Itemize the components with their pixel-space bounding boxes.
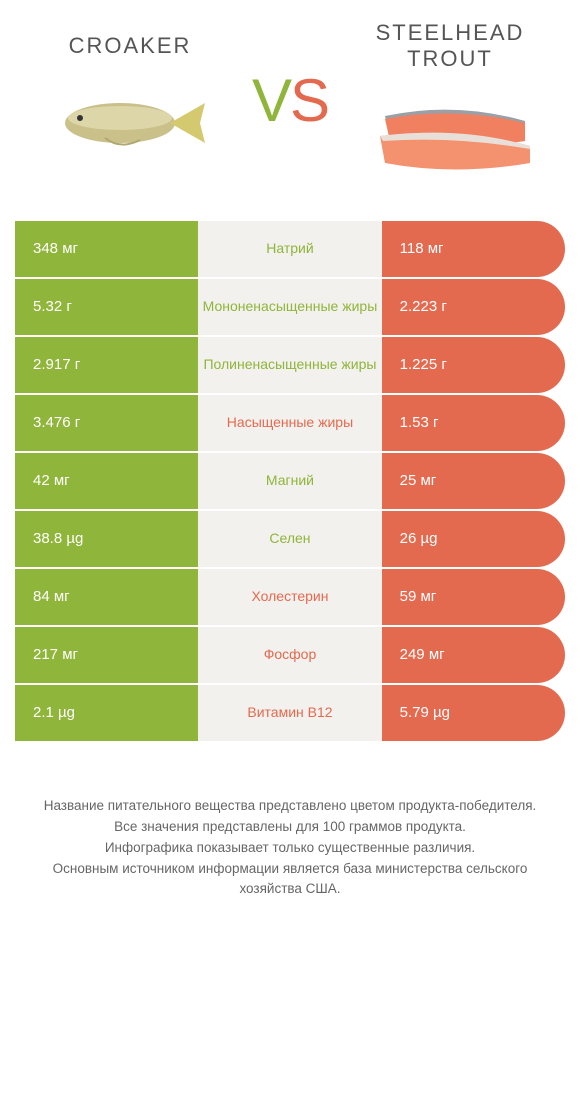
cell-nutrient-label: Холестерин: [198, 569, 381, 625]
cell-nutrient-label: Селен: [198, 511, 381, 567]
cell-right-value: 118 мг: [382, 221, 565, 277]
table-row: 217 мгФосфор249 мг: [15, 627, 565, 683]
table-row: 2.917 гПолиненасыщенные жиры1.225 г: [15, 337, 565, 393]
cell-left-value: 348 мг: [15, 221, 198, 277]
cell-right-value: 1.225 г: [382, 337, 565, 393]
header-row: Croaker VS Steelhead trout: [0, 20, 580, 196]
cell-left-value: 38.8 µg: [15, 511, 198, 567]
cell-nutrient-label: Фосфор: [198, 627, 381, 683]
cell-nutrient-label: Полиненасыщенные жиры: [198, 337, 381, 393]
cell-nutrient-label: Насыщенные жиры: [198, 395, 381, 451]
cell-left-value: 217 мг: [15, 627, 198, 683]
product-right-image: [365, 91, 535, 181]
cell-left-value: 84 мг: [15, 569, 198, 625]
cell-nutrient-label: Мононенасыщенные жиры: [198, 279, 381, 335]
cell-right-value: 1.53 г: [382, 395, 565, 451]
cell-right-value: 249 мг: [382, 627, 565, 683]
footer-line-4: Основным источником информации является …: [20, 859, 560, 901]
product-left-image: [45, 78, 215, 168]
product-right: Steelhead trout: [350, 20, 550, 181]
cell-right-value: 25 мг: [382, 453, 565, 509]
table-row: 2.1 µgВитамин B125.79 µg: [15, 685, 565, 741]
footer-line-1: Название питательного вещества представл…: [20, 796, 560, 817]
footer-line-3: Инфографика показывает только существенн…: [20, 838, 560, 859]
cell-right-value: 26 µg: [382, 511, 565, 567]
vs-label: VS: [252, 66, 328, 135]
footer-line-2: Все значения представлены для 100 граммо…: [20, 817, 560, 838]
footer-notes: Название питательного вещества представл…: [20, 796, 560, 901]
cell-right-value: 2.223 г: [382, 279, 565, 335]
vs-s: S: [290, 67, 328, 134]
table-row: 42 мгМагний25 мг: [15, 453, 565, 509]
cell-left-value: 5.32 г: [15, 279, 198, 335]
cell-left-value: 42 мг: [15, 453, 198, 509]
table-row: 38.8 µgСелен26 µg: [15, 511, 565, 567]
table-row: 84 мгХолестерин59 мг: [15, 569, 565, 625]
cell-right-value: 59 мг: [382, 569, 565, 625]
cell-nutrient-label: Магний: [198, 453, 381, 509]
product-left: Croaker: [30, 33, 230, 167]
product-left-title: Croaker: [69, 33, 192, 59]
product-right-title: Steelhead trout: [350, 20, 550, 73]
cell-left-value: 3.476 г: [15, 395, 198, 451]
comparison-table: 348 мгНатрий118 мг5.32 гМононенасыщенные…: [15, 221, 565, 741]
cell-left-value: 2.1 µg: [15, 685, 198, 741]
cell-left-value: 2.917 г: [15, 337, 198, 393]
table-row: 5.32 гМононенасыщенные жиры2.223 г: [15, 279, 565, 335]
cell-nutrient-label: Натрий: [198, 221, 381, 277]
cell-right-value: 5.79 µg: [382, 685, 565, 741]
table-row: 3.476 гНасыщенные жиры1.53 г: [15, 395, 565, 451]
cell-nutrient-label: Витамин B12: [198, 685, 381, 741]
vs-v: V: [252, 67, 290, 134]
infographic-container: Croaker VS Steelhead trout: [0, 0, 580, 930]
table-row: 348 мгНатрий118 мг: [15, 221, 565, 277]
